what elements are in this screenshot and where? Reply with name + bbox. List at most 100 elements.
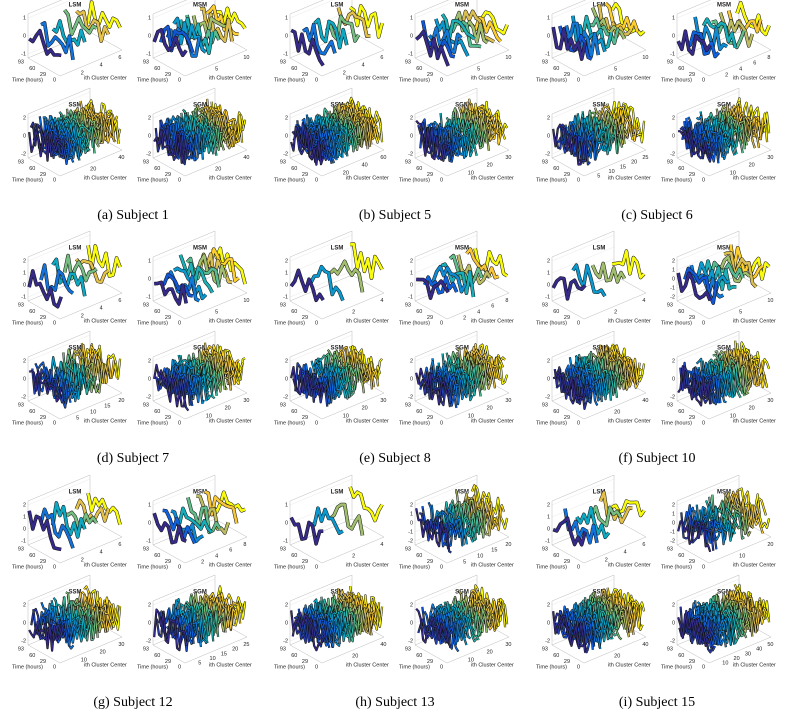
axis-edge <box>184 636 248 664</box>
panel: MSM 1 0 -1 93 60 29 0 2 4 6 8 Time (hours) ith Cluste… <box>137 474 252 570</box>
ribbon <box>313 18 349 49</box>
cluster-tick-label: 5 <box>215 67 218 73</box>
ribbon <box>290 268 325 302</box>
cluster-tick-label: 25 <box>642 155 648 161</box>
axis-edge <box>289 544 323 564</box>
axis-edge <box>214 518 248 538</box>
axis-edge <box>27 157 61 177</box>
z-tick-label: 0 <box>672 520 675 526</box>
time-axis-label: Time (hours) <box>137 320 168 326</box>
z-tick-label: 2 <box>547 258 550 264</box>
axis-edge <box>89 31 123 51</box>
cluster-tick-label: 25 <box>243 642 249 648</box>
z-tick-label: 0 <box>23 133 26 139</box>
panel-title: LSM <box>593 490 606 496</box>
axis-edge <box>289 0 325 15</box>
axis-edge <box>59 149 123 177</box>
time-tick-label: 29 <box>40 659 46 665</box>
ribbon <box>206 345 240 385</box>
ribbon <box>186 497 221 534</box>
cluster-tick-label: 40 <box>362 163 368 169</box>
axis-edge <box>289 644 323 664</box>
ribbon <box>677 365 711 406</box>
cluster-tick-label: 50 <box>767 642 773 648</box>
time-tick-label: 29 <box>165 72 171 78</box>
cluster-tick-label: 2 <box>352 554 355 560</box>
z-tick-label: 1 <box>285 270 288 276</box>
axis-edge <box>321 149 385 177</box>
z-tick-label: -1 <box>283 538 288 544</box>
time-tick-label: 0 <box>315 564 318 570</box>
z-tick-label: 1 <box>23 514 26 520</box>
grid-line <box>414 334 478 362</box>
caption: (d) Subject 7 <box>97 451 169 466</box>
time-tick-label: 93 <box>405 59 411 65</box>
panel-title: LSM <box>69 246 82 252</box>
time-tick-label: 29 <box>689 559 695 565</box>
time-tick-label: 29 <box>427 415 433 421</box>
panel-title: SGM <box>455 346 469 352</box>
grid-line <box>551 246 615 274</box>
cluster-tick-label: 2 <box>352 310 355 316</box>
axis-edge <box>446 149 510 177</box>
time-tick-label: 0 <box>178 564 181 570</box>
cluster-axis-label: ith Cluster Center <box>346 662 389 668</box>
cluster-tick-label: 30 <box>745 651 751 657</box>
axis-edge <box>551 0 587 15</box>
axis-edge <box>551 330 615 358</box>
grid-line <box>152 91 216 119</box>
axis-edge <box>446 292 510 320</box>
ribbon <box>676 272 712 302</box>
time-axis-label: Time (hours) <box>399 320 430 326</box>
ribbon <box>611 249 646 279</box>
axis-edge <box>27 474 91 502</box>
time-tick-label: 93 <box>18 646 24 652</box>
grid-line <box>27 478 91 506</box>
z-tick-label: -2 <box>408 394 413 400</box>
axis-edge <box>676 400 710 420</box>
axis-edge <box>59 636 123 664</box>
time-tick-label: 60 <box>154 653 160 659</box>
time-tick-label: 29 <box>302 315 308 321</box>
cluster-tick-label: 2 <box>81 71 84 77</box>
time-tick-label: 0 <box>702 320 705 326</box>
cluster-axis-label: ith Cluster Center <box>84 75 127 81</box>
ribbon <box>415 608 449 644</box>
z-tick-label: 0 <box>410 282 413 288</box>
time-tick-label: 93 <box>667 302 673 308</box>
grid-line <box>414 234 478 262</box>
cluster-tick-label: 40 <box>380 642 386 648</box>
cluster-tick-label: 6 <box>118 298 121 304</box>
cluster-tick-label: 10 <box>210 656 216 662</box>
ribbon <box>156 611 190 646</box>
grid-line <box>676 0 721 19</box>
ribbon <box>290 126 324 166</box>
grid-line <box>289 246 353 274</box>
ribbon <box>417 618 451 649</box>
cluster-tick-label: 4 <box>380 542 383 548</box>
ribbon <box>310 506 344 535</box>
time-tick-label: 60 <box>154 309 160 315</box>
time-tick-label: 60 <box>678 66 684 72</box>
caption: (g) Subject 12 <box>93 695 172 710</box>
axis-edge <box>708 49 772 77</box>
cluster-axis-label: ith Cluster Center <box>209 75 252 81</box>
cluster-tick-label: 10 <box>642 55 648 61</box>
cluster-tick-label: 10 <box>343 414 349 420</box>
grid-line <box>676 578 740 606</box>
ribbon <box>555 124 589 162</box>
axis-edge <box>184 149 248 177</box>
time-tick-label: 60 <box>291 553 297 559</box>
panel-title: MSM <box>717 3 731 9</box>
time-tick-label: 93 <box>667 646 673 652</box>
cluster-tick-label: 15 <box>491 548 497 554</box>
ribbon <box>348 486 384 522</box>
time-tick-label: 93 <box>18 402 24 408</box>
time-axis-label: Time (hours) <box>536 420 567 426</box>
z-tick-label: -1 <box>670 51 675 57</box>
cluster-tick-label: 2 <box>725 73 728 79</box>
